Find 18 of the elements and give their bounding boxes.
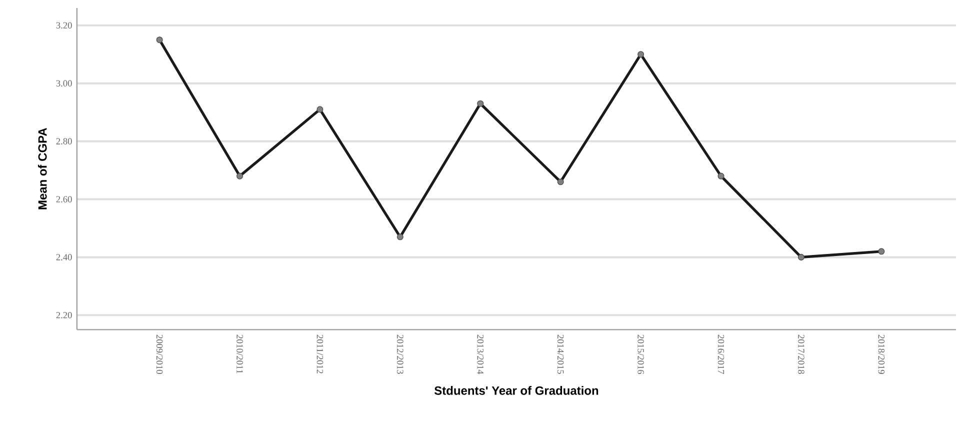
x-tick-label: 2018/2019: [878, 335, 885, 374]
x-tick-label: 2016/2017: [718, 335, 724, 374]
x-tick-label: 2011/2012: [316, 335, 324, 374]
x-tick-label: 2012/2013: [397, 335, 404, 374]
x-tick-label: 2015/2016: [638, 335, 644, 374]
x-tick-label: 2010/2011: [236, 335, 243, 374]
y-tick-label: 3.00: [56, 80, 72, 87]
x-tick-label: 2013/2014: [477, 335, 484, 374]
x-tick-label: 2017/2018: [798, 335, 804, 374]
y-axis-title: Mean of CGPA: [38, 128, 47, 210]
x-tick-label: 2009/2010: [156, 335, 163, 374]
y-tick-label: 2.40: [56, 254, 72, 261]
y-tick-label: 2.60: [56, 196, 72, 203]
y-tick-label: 2.20: [56, 312, 72, 319]
y-tick-label: 2.80: [56, 138, 72, 145]
x-axis-title: Stduents' Year of Graduation: [434, 386, 598, 396]
x-tick-label: 2014/2015: [557, 335, 564, 374]
y-tick-label: 3.20: [56, 22, 72, 29]
